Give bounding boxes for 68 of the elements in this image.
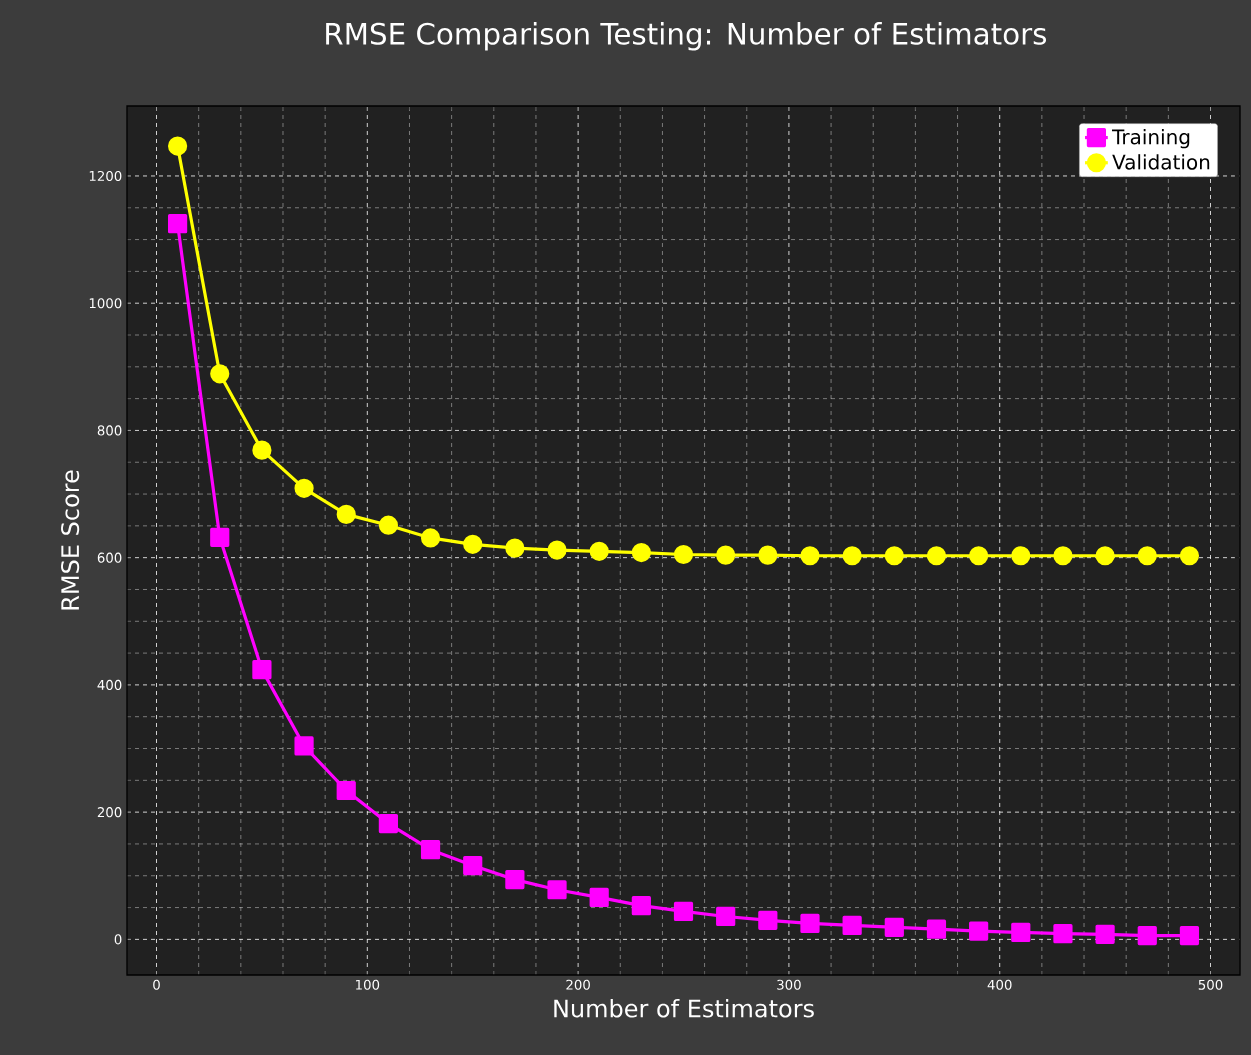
point [800,546,820,566]
point [1011,922,1031,942]
point [1011,546,1031,566]
point [589,887,609,907]
point [547,880,567,900]
x-tick-label: 400 [987,979,1012,990]
point [884,546,904,566]
point [252,660,272,680]
point [167,214,188,234]
point [884,917,904,937]
point [1137,925,1157,946]
point [1095,924,1115,944]
point [589,541,609,561]
point [926,546,947,566]
point [463,534,483,554]
point [1179,546,1200,566]
y-tick-label: 0 [114,934,122,945]
point [716,906,736,927]
point [210,527,230,547]
point [547,540,567,560]
point [969,921,989,941]
legend-label: Validation [1112,154,1210,170]
x-tick-label: 0 [153,979,160,990]
point [294,478,314,498]
point [505,869,525,890]
y-tick-label: 400 [97,679,122,690]
point [926,919,947,939]
point [167,136,188,156]
point [336,780,356,801]
point [631,542,651,563]
point [1053,924,1073,944]
point [673,544,694,565]
point [420,840,441,860]
point [758,545,778,565]
chart-title: RMSE Comparison Testing: Number of Estimators [326,22,1047,51]
point [1053,546,1073,566]
x-tick-label: 300 [777,979,801,990]
point [378,813,398,834]
point [1137,546,1157,566]
x-axis-title: Number of Estimators [554,998,814,1018]
point [252,440,272,460]
y-axis-title: RMSE Score [61,470,80,610]
y-tick-label: 1200 [89,170,122,182]
point [505,538,525,558]
y-tick-label: 600 [97,552,122,563]
point [673,901,694,921]
point [420,528,441,548]
point [969,546,989,566]
point [631,896,651,916]
point [842,546,862,566]
legend-label: Training [1112,128,1190,149]
point [842,915,862,935]
point [294,736,314,756]
point [378,515,398,535]
x-tick-label: 100 [356,979,380,990]
y-tick-label: 800 [97,425,122,436]
point [210,364,230,384]
point [463,855,483,876]
point [800,913,820,934]
y-tick-label: 200 [97,807,122,818]
point [758,910,778,930]
y-tick-label: 1000 [89,298,122,309]
point [1179,925,1200,946]
point [716,545,736,565]
point [336,504,356,525]
point [1095,546,1115,566]
x-tick-label: 500 [1198,979,1223,990]
x-tick-label: 200 [566,979,590,990]
